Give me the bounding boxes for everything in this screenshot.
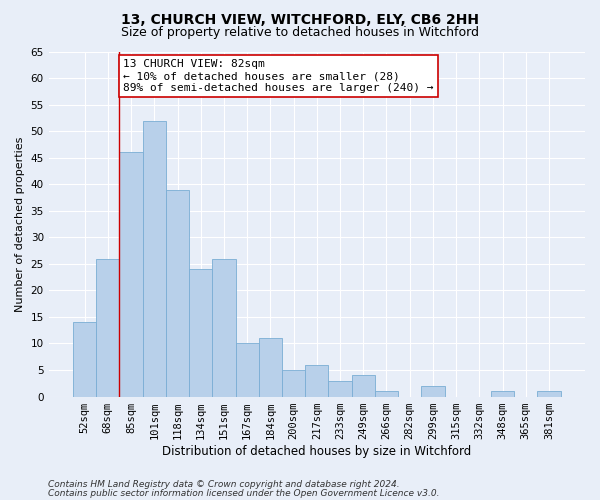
Bar bbox=[189, 269, 212, 396]
Text: Contains public sector information licensed under the Open Government Licence v3: Contains public sector information licen… bbox=[48, 488, 439, 498]
Bar bbox=[491, 392, 514, 396]
Bar bbox=[421, 386, 445, 396]
Bar bbox=[212, 258, 236, 396]
Bar bbox=[282, 370, 305, 396]
X-axis label: Distribution of detached houses by size in Witchford: Distribution of detached houses by size … bbox=[162, 444, 472, 458]
Text: Contains HM Land Registry data © Crown copyright and database right 2024.: Contains HM Land Registry data © Crown c… bbox=[48, 480, 400, 489]
Text: 13, CHURCH VIEW, WITCHFORD, ELY, CB6 2HH: 13, CHURCH VIEW, WITCHFORD, ELY, CB6 2HH bbox=[121, 12, 479, 26]
Bar bbox=[305, 364, 328, 396]
Bar bbox=[259, 338, 282, 396]
Bar bbox=[143, 120, 166, 396]
Bar bbox=[328, 380, 352, 396]
Bar bbox=[375, 392, 398, 396]
Text: 13 CHURCH VIEW: 82sqm
← 10% of detached houses are smaller (28)
89% of semi-deta: 13 CHURCH VIEW: 82sqm ← 10% of detached … bbox=[123, 60, 433, 92]
Bar bbox=[236, 344, 259, 396]
Bar bbox=[352, 376, 375, 396]
Y-axis label: Number of detached properties: Number of detached properties bbox=[15, 136, 25, 312]
Bar bbox=[73, 322, 96, 396]
Bar bbox=[538, 392, 560, 396]
Text: Size of property relative to detached houses in Witchford: Size of property relative to detached ho… bbox=[121, 26, 479, 39]
Bar bbox=[119, 152, 143, 396]
Bar bbox=[166, 190, 189, 396]
Bar bbox=[96, 258, 119, 396]
